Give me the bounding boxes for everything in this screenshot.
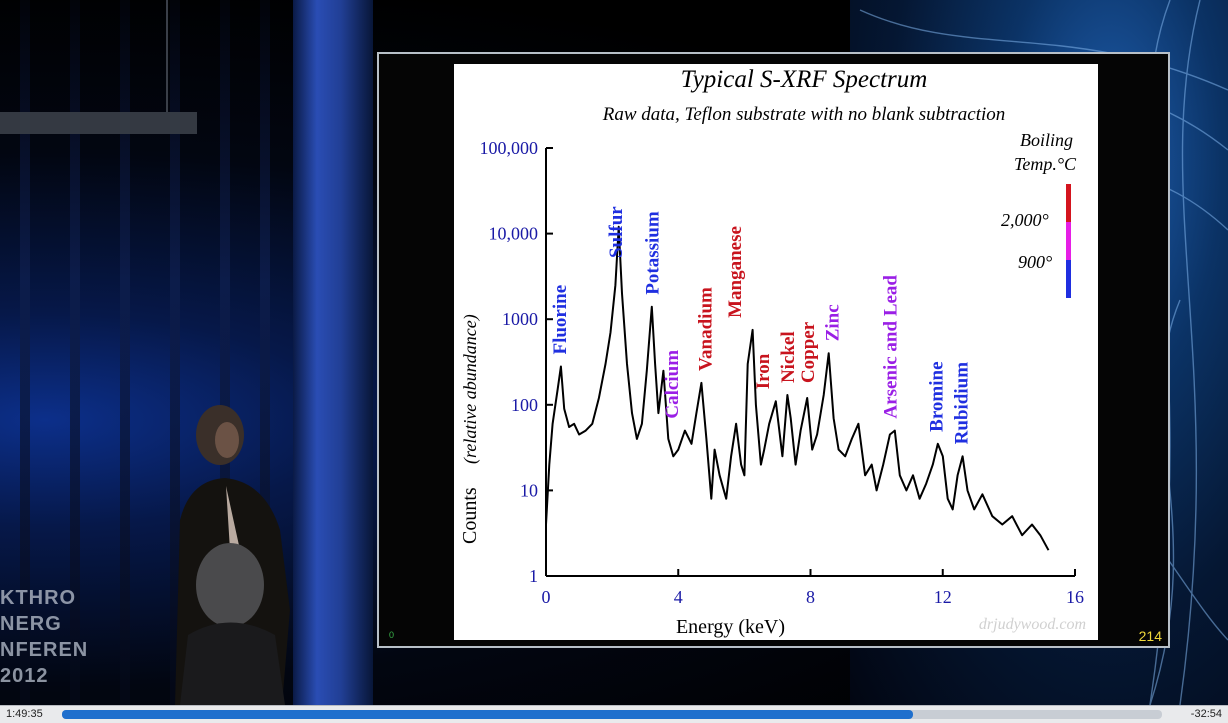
element-label: Calcium	[662, 350, 683, 419]
element-label: Nickel	[778, 331, 799, 383]
element-label: Copper	[798, 321, 819, 383]
banner-line: NERG	[0, 613, 62, 635]
curtain-fold	[120, 0, 130, 705]
video-frame[interactable]: KTHRO NERG NFEREN 2012 Typical S-XRF Spe…	[0, 0, 1228, 705]
projection-screen: Typical S-XRF Spectrum Raw data, Teflon …	[377, 52, 1170, 648]
seek-bar[interactable]	[62, 710, 1162, 719]
element-label: Bromine	[927, 361, 948, 431]
y-tick-label: 10	[520, 480, 538, 500]
elapsed-time: 1:49:35	[6, 708, 43, 720]
element-label: Sulfur	[606, 206, 627, 258]
x-tick-label: 8	[806, 587, 815, 607]
legend-bar-low	[1066, 260, 1071, 298]
legend-bar-high	[1066, 184, 1071, 222]
y-tick-label: 1000	[502, 309, 538, 329]
slide-watermark: drjudywood.com	[978, 616, 1086, 633]
seek-progress	[62, 710, 914, 719]
y-tick-label: 100,000	[480, 138, 539, 158]
rigging-bar	[0, 112, 197, 134]
slide-title: Typical S-XRF Spectrum	[680, 66, 928, 93]
player-controls: 1:49:35 -32:54	[0, 705, 1228, 723]
slide-number: 214	[1138, 628, 1162, 644]
curtain-fold	[260, 0, 270, 705]
spectrum-line	[545, 225, 1050, 551]
y-tick-label: 1	[529, 566, 538, 586]
remaining-time: -32:54	[1190, 708, 1222, 720]
curtain-fold	[170, 0, 180, 705]
legend-mark-high: 2,000°	[1001, 210, 1049, 230]
element-label: Fluorine	[550, 285, 571, 355]
audience-member-silhouette	[180, 543, 285, 705]
x-tick-label: 4	[674, 587, 683, 607]
element-label: Arsenic and Lead	[880, 275, 901, 419]
y-tick-label: 100	[511, 395, 538, 415]
legend-mark-low: 900°	[1018, 252, 1053, 272]
curtain-fold	[20, 0, 30, 705]
slide-subtitle: Raw data, Teflon substrate with no blank…	[602, 104, 1006, 125]
rigging-wire	[166, 0, 168, 112]
spectrum-chart: 100,000 10,000 1000 100 10 10 4 8 12 16 Energy (ke…	[459, 138, 1084, 638]
element-label: Vanadium	[695, 287, 716, 371]
element-label: Rubidium	[952, 362, 973, 445]
element-label: Iron	[753, 353, 774, 389]
legend-title-line2: Temp.°C	[1014, 154, 1077, 174]
element-label: Potassium	[642, 211, 663, 295]
y-axis-label: Counts	[459, 487, 481, 544]
x-axis-label: Energy (keV)	[676, 616, 785, 638]
presentation-slide: Typical S-XRF Spectrum Raw data, Teflon …	[454, 64, 1098, 640]
conference-banner: KTHRO NERG NFEREN 2012	[0, 585, 100, 689]
banner-line: NFEREN	[0, 639, 89, 661]
legend-title-line1: Boiling	[1020, 130, 1073, 150]
x-tick-label: 0	[542, 587, 551, 607]
banner-line: 2012	[0, 665, 49, 687]
y-tick-label: 10,000	[489, 224, 539, 244]
banner-line: KTHRO	[0, 587, 77, 609]
curtain-fold	[70, 0, 80, 705]
element-label: Manganese	[725, 226, 746, 318]
x-tick-label: 16	[1066, 587, 1084, 607]
y-axis-label-note: (relative abundance)	[460, 314, 481, 464]
element-label: Zinc	[823, 304, 844, 341]
slide-corner-mark: 0	[389, 630, 395, 640]
lit-pillar	[293, 0, 373, 705]
curtain-fold	[220, 0, 230, 705]
x-tick-label: 12	[934, 587, 952, 607]
legend-bar-mid	[1066, 222, 1071, 260]
